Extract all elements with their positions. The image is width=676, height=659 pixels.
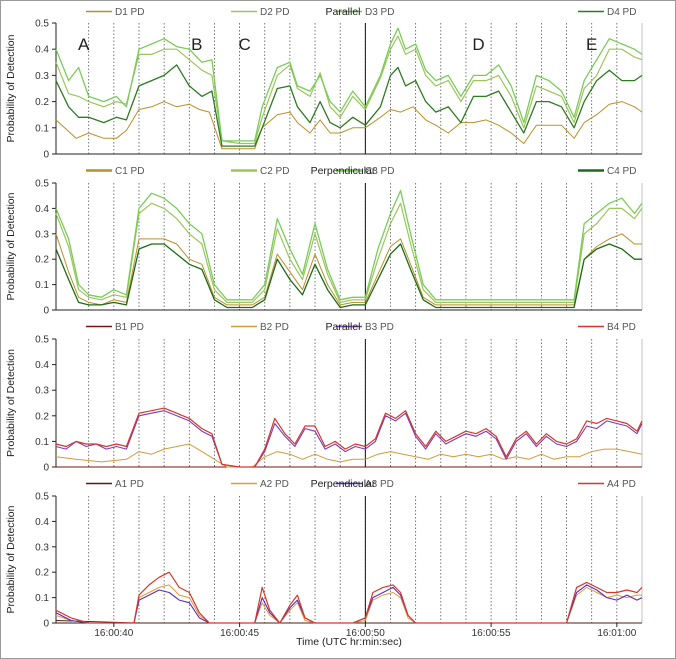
y-tick-label: 0.3 (35, 542, 49, 553)
x-tick-label: 16:01:00 (597, 628, 636, 639)
series-line-d2 (55, 35, 643, 145)
panel-d: 0 0.1 0.2 0.3 0.4 0.5 Probability of Detection… (5, 6, 643, 161)
y-tick-label: 0.1 (35, 280, 49, 291)
legend-label: D2 PD (260, 7, 289, 18)
legend-label: C3 PD (365, 166, 394, 177)
legend-label: D4 PD (607, 7, 636, 18)
orientation-label: Perpendicular (311, 165, 376, 177)
y-tick-label: 0.4 (35, 45, 49, 56)
y-tick-label: 0.4 (35, 360, 49, 371)
series-line-a2 (55, 584, 642, 624)
y-tick-label: 0 (43, 619, 49, 630)
series-line-c1 (55, 233, 642, 306)
orientation-label: Parallel (325, 321, 360, 333)
legend-label: D1 PD (115, 7, 144, 18)
y-tick-label: 0.2 (35, 97, 49, 108)
y-tick-label: 0.3 (35, 71, 49, 82)
series-line-c3 (55, 189, 643, 301)
y-tick-label: 0.3 (35, 386, 49, 397)
series-line-c4 (55, 243, 642, 309)
legend-label: A2 PD (260, 479, 289, 490)
y-tick-label: 0.1 (35, 123, 49, 134)
phase-label: A (78, 35, 90, 54)
series-line-d1 (55, 101, 643, 150)
legend-label: C1 PD (115, 166, 144, 177)
legend-label: B3 PD (365, 322, 394, 333)
legend-label: A4 PD (607, 479, 636, 490)
y-tick-label: 0.5 (35, 335, 49, 346)
series-line-b2 (55, 443, 643, 468)
y-tick-label: 0.4 (35, 517, 49, 528)
y-tick-label: 0 (43, 306, 49, 317)
x-axis-label: Time (UTC hr:min:sec) (296, 636, 402, 648)
y-tick-label: 0 (43, 463, 49, 474)
x-tick-label: 16:00:55 (472, 628, 511, 639)
series-line-c2 (55, 202, 643, 303)
y-tick-label: 0.1 (35, 593, 49, 604)
y-tick-label: 0.2 (35, 255, 49, 266)
x-tick-label: 16:00:50 (346, 628, 385, 639)
legend-label: B1 PD (115, 322, 144, 333)
y-tick-label: 0.3 (35, 229, 49, 240)
phase-label: B (191, 35, 202, 54)
panel-b: 0 0.1 0.2 0.3 0.4 0.5 Probability of Detection… (5, 321, 643, 474)
legend-label: C2 PD (260, 166, 289, 177)
series-line-d3 (55, 27, 643, 142)
series-line-b3 (55, 410, 643, 468)
y-tick-label: 0.4 (35, 204, 49, 215)
series-line-d4 (55, 64, 643, 147)
panel-a: 0 0.1 0.2 0.3 0.4 0.5 Probability of Detection… (5, 478, 643, 648)
legend-label: A3 PD (365, 479, 394, 490)
phase-label: C (238, 35, 250, 54)
y-tick-label: 0 (43, 150, 49, 161)
series-line-a4 (55, 571, 643, 624)
x-tick-label: 16:00:40 (94, 628, 133, 639)
phase-label: D (472, 35, 484, 54)
orientation-label: Perpendicular (311, 478, 376, 490)
legend-label: B4 PD (607, 322, 636, 333)
y-tick-label: 0.2 (35, 568, 49, 579)
y-axis-label: Probability of Detection (5, 192, 17, 300)
legend-label: D3 PD (365, 7, 394, 18)
y-tick-label: 0.5 (35, 179, 49, 190)
orientation-label: Parallel (325, 6, 360, 18)
legend-label: C4 PD (607, 166, 636, 177)
legend-label: B2 PD (260, 322, 289, 333)
x-tick-label: 16:00:45 (220, 628, 259, 639)
y-tick-label: 0.1 (35, 437, 49, 448)
panel-c: 0 0.1 0.2 0.3 0.4 0.5 Probability of Detection… (5, 165, 643, 317)
y-tick-label: 0.5 (35, 492, 49, 503)
y-axis-label: Probability of Detection (5, 34, 17, 142)
series-line-b4 (55, 407, 643, 468)
y-axis-label: Probability of Detection (5, 349, 17, 457)
legend-label: A1 PD (115, 479, 144, 490)
phase-label: E (586, 35, 597, 54)
y-axis-label: Probability of Detection (5, 505, 17, 613)
y-tick-label: 0.2 (35, 411, 49, 422)
y-tick-label: 0.5 (35, 19, 49, 30)
